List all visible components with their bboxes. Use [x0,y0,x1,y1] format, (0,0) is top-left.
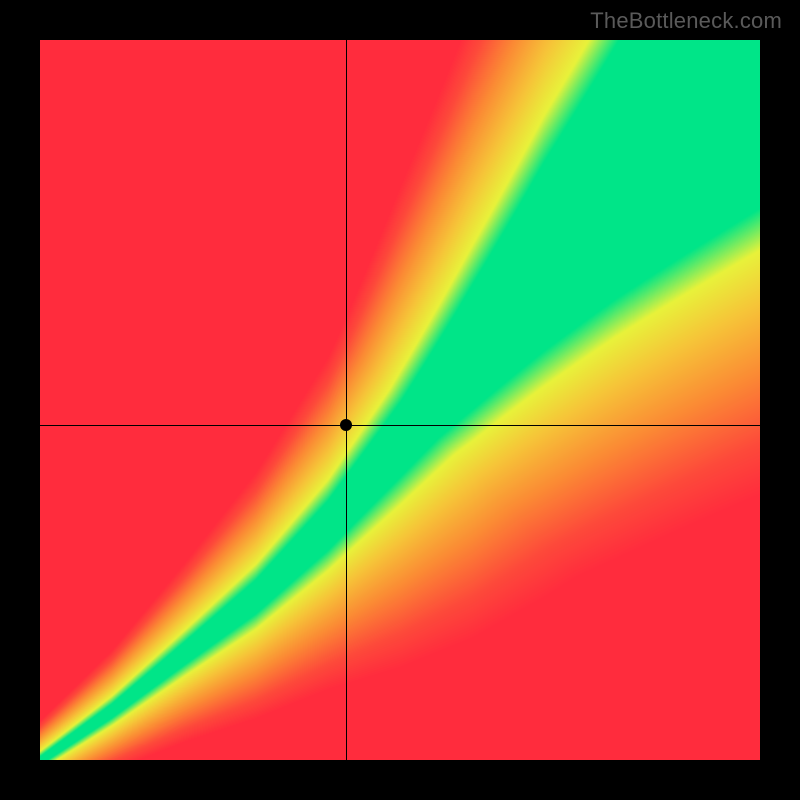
plot-area [40,40,760,760]
chart-container: TheBottleneck.com [0,0,800,800]
crosshair-horizontal [40,425,760,426]
watermark-text: TheBottleneck.com [590,8,782,34]
marker-dot [340,419,352,431]
crosshair-vertical [346,40,347,760]
heatmap-canvas [40,40,760,760]
